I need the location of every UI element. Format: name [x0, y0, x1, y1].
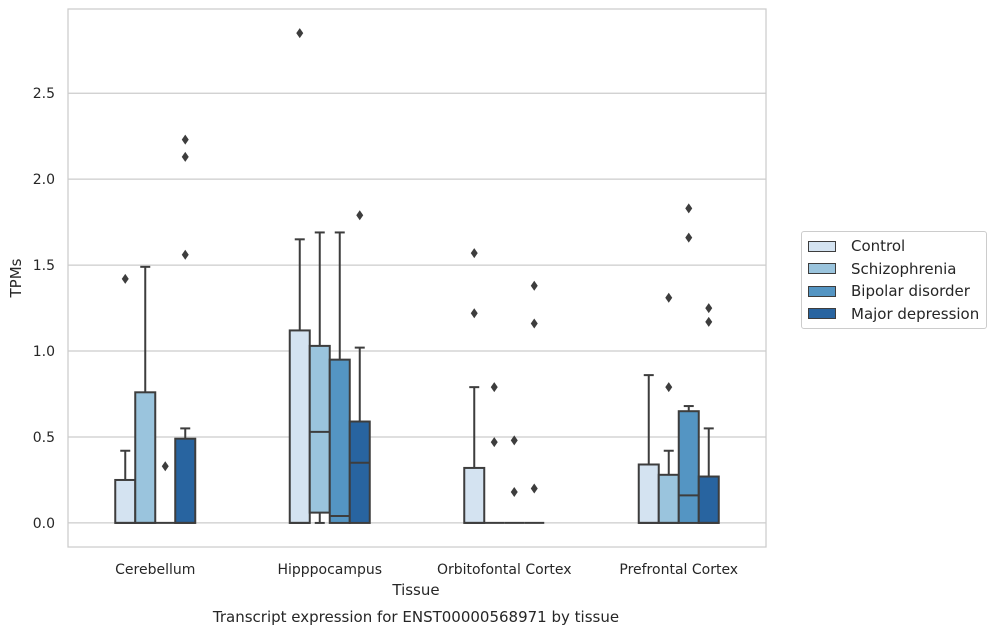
legend-item: Bipolar disorder	[802, 280, 986, 303]
outlier-point	[490, 382, 498, 393]
legend-swatch	[808, 240, 836, 252]
x-tick-label: Prefrontal Cortex	[619, 562, 738, 578]
y-tick-label: 0.0	[33, 516, 55, 532]
outlier-point	[685, 232, 693, 243]
outlier-point	[665, 292, 673, 303]
legend-label: Major depression	[851, 304, 980, 323]
x-axis-label: Tissue	[391, 581, 439, 599]
x-tick-label: Orbitofontal Cortex	[437, 562, 572, 578]
outlier-point	[356, 210, 364, 221]
box-control	[463, 248, 486, 524]
box-control	[637, 374, 660, 524]
box-rect	[174, 437, 197, 524]
outlier-point	[121, 273, 129, 284]
outlier-point	[296, 28, 304, 39]
gridlines	[68, 92, 766, 524]
box-bipolar-disorder	[677, 203, 700, 524]
legend-swatch	[808, 308, 836, 320]
box-rect	[637, 463, 660, 524]
legend-item: Major depression	[802, 303, 986, 326]
outlier-point	[685, 203, 693, 214]
y-tick-label: 2.0	[33, 172, 55, 188]
legend: Control Schizophrenia Bipolar disorder Majo…	[801, 231, 987, 329]
outlier-point	[665, 382, 673, 393]
legend-label: Schizophrenia	[851, 259, 957, 278]
y-tick-label: 0.5	[33, 430, 55, 446]
outlier-point	[181, 151, 189, 162]
box-rect	[114, 478, 137, 524]
box-rect	[328, 358, 351, 524]
outlier-point	[181, 134, 189, 145]
box-schizophrenia	[308, 231, 331, 524]
outlier-point	[530, 483, 538, 494]
legend-swatch	[808, 263, 836, 275]
outlier-point	[530, 280, 538, 291]
chart-caption: Transcript expression for ENST0000056897…	[212, 608, 619, 626]
outlier-point	[161, 461, 169, 472]
box-major-depression	[348, 210, 371, 524]
box-rect	[657, 473, 680, 524]
box-bipolar-disorder	[328, 231, 351, 524]
y-tick-label: 1.5	[33, 258, 55, 274]
box-marks	[114, 28, 720, 524]
outlier-point	[181, 249, 189, 260]
box-control	[114, 273, 137, 524]
box-rect	[348, 420, 371, 524]
box-rect	[134, 391, 157, 524]
plot-frame	[67, 8, 767, 548]
box-bipolar-disorder	[155, 461, 176, 524]
y-axis-label: TPMs	[7, 258, 25, 298]
box-rect	[697, 475, 720, 524]
box-schizophrenia	[484, 382, 505, 524]
y-tick-label: 1.0	[33, 344, 55, 360]
legend-item: Control	[802, 235, 986, 258]
tick-labels: 0.0 0.5 1.0 1.5 2.0 2.5 Cerebellum Hipppocampus…	[33, 86, 738, 578]
outlier-point	[705, 316, 713, 327]
box-rect	[288, 329, 311, 524]
box-schizophrenia	[134, 265, 157, 524]
box-rect	[463, 466, 486, 524]
y-tick-label: 2.5	[33, 86, 55, 102]
box-major-depression	[524, 280, 545, 524]
box-bipolar-disorder	[504, 435, 525, 524]
outlier-point	[470, 248, 478, 259]
legend-label: Control	[851, 237, 906, 256]
box-rect	[308, 344, 331, 514]
legend-swatch	[808, 285, 836, 297]
outlier-point	[510, 435, 518, 446]
outlier-point	[510, 486, 518, 497]
box-control	[288, 28, 311, 524]
outlier-point	[705, 303, 713, 314]
outlier-point	[530, 318, 538, 329]
legend-item: Schizophrenia	[802, 258, 986, 281]
box-major-depression	[697, 303, 720, 524]
box-major-depression	[174, 134, 197, 524]
x-tick-label: Hipppocampus	[277, 562, 382, 578]
box-rect	[677, 410, 700, 524]
box-schizophrenia	[657, 292, 680, 524]
x-tick-label: Cerebellum	[115, 562, 195, 578]
outlier-point	[470, 308, 478, 319]
outlier-point	[490, 437, 498, 448]
legend-label: Bipolar disorder	[851, 282, 970, 301]
